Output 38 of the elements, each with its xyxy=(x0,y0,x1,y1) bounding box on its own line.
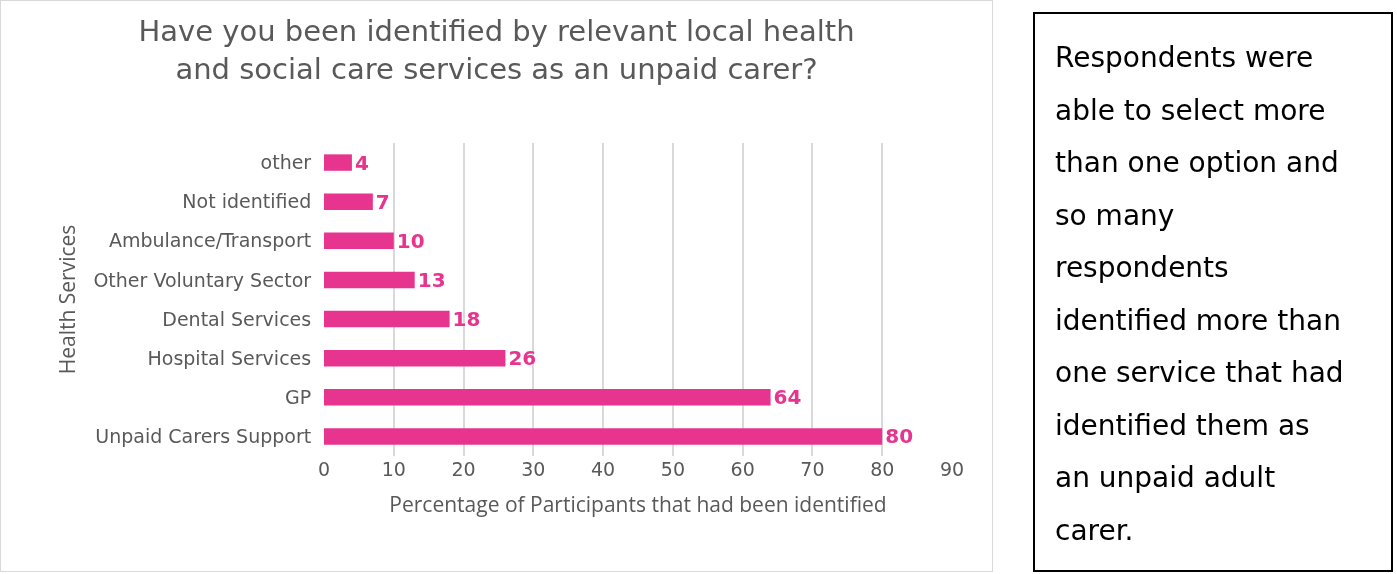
x-tick-label: 60 xyxy=(730,458,755,480)
y-axis-title: Health Services xyxy=(52,224,81,375)
x-tick-label: 0 xyxy=(317,458,331,480)
data-label: 26 xyxy=(508,346,537,371)
data-label: 4 xyxy=(354,150,369,175)
x-tick-label: 70 xyxy=(800,458,825,480)
bar xyxy=(324,310,450,328)
y-tick-label: Dental Services xyxy=(162,307,312,330)
x-tick-label: 90 xyxy=(939,458,965,480)
bar xyxy=(324,271,415,289)
x-tick-label: 20 xyxy=(451,458,476,480)
bar xyxy=(324,232,394,250)
data-label: 64 xyxy=(773,385,802,410)
text: Respondents were able to select more than one option and so many respondents identified more than one service that had identified them as an unpaid adult carer. xyxy=(1055,41,1344,547)
x-tick-label: 50 xyxy=(660,458,685,480)
x-tick-label: 80 xyxy=(870,458,895,480)
data-label: 18 xyxy=(452,307,481,332)
data-label: 10 xyxy=(396,228,425,253)
data-label: 80 xyxy=(885,424,914,449)
y-tick-label: GP xyxy=(285,385,312,408)
bar xyxy=(324,389,771,406)
y-tick-label: Ambulance/Transport xyxy=(108,229,312,252)
data-label: 7 xyxy=(375,189,390,214)
bar xyxy=(324,193,373,210)
x-tick-label: 30 xyxy=(521,458,546,480)
y-tick-label: Unpaid Carers Support xyxy=(95,425,312,448)
y-tick-label: Other Voluntary Sector xyxy=(93,268,312,291)
chart-title: Have you been identified by relevant local health and social care services as an unpaid carer? xyxy=(138,13,855,86)
y-tick-label: Not identified xyxy=(182,190,312,213)
y-tick-label: Hospital Services xyxy=(147,346,312,369)
x-axis-title: Percentage of Participants that had been identified xyxy=(389,490,887,519)
bar xyxy=(324,154,352,171)
data-label: 13 xyxy=(417,267,446,292)
bar xyxy=(324,428,883,445)
bar xyxy=(324,349,506,367)
x-tick-label: 10 xyxy=(381,458,406,480)
y-tick-label: other xyxy=(260,151,312,174)
x-tick-label: 40 xyxy=(591,458,616,480)
